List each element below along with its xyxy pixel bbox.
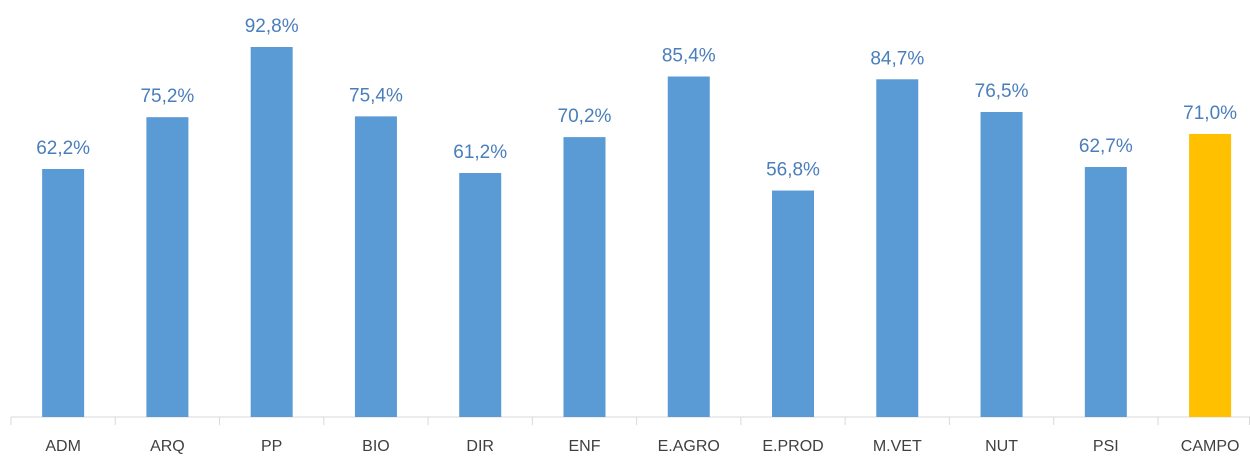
value-label: 92,8% xyxy=(245,16,299,37)
bar xyxy=(354,116,397,417)
value-label: 61,2% xyxy=(453,142,507,163)
bar xyxy=(1189,133,1232,418)
value-label: 85,4% xyxy=(662,46,716,67)
x-tick-label: BIO xyxy=(362,438,390,455)
x-tick-label: DIR xyxy=(466,438,494,455)
value-label: 75,4% xyxy=(349,85,403,106)
bar xyxy=(1084,167,1127,417)
x-tick-label: M.VET xyxy=(873,438,922,455)
bar xyxy=(250,47,293,417)
value-label: 71,0% xyxy=(1183,103,1237,124)
bar xyxy=(146,117,189,417)
value-label: 56,8% xyxy=(766,160,820,181)
value-label: 84,7% xyxy=(870,48,924,69)
bar xyxy=(563,137,606,417)
bar xyxy=(42,169,85,417)
value-label: 76,5% xyxy=(975,81,1029,102)
x-tick-label: ARQ xyxy=(150,438,185,455)
bar xyxy=(980,111,1023,417)
value-label: 70,2% xyxy=(558,106,612,127)
x-tick-label: PSI xyxy=(1093,438,1119,455)
x-tick-label: PP xyxy=(261,438,282,455)
x-tick-label: ADM xyxy=(45,438,81,455)
bar xyxy=(772,190,815,417)
value-label: 62,2% xyxy=(36,138,90,159)
x-tick-label: CAMPO xyxy=(1181,438,1240,455)
x-tick-label: E.PROD xyxy=(762,438,823,455)
value-label: 62,7% xyxy=(1079,136,1133,157)
x-tick-label: NUT xyxy=(985,438,1018,455)
bar xyxy=(459,172,502,417)
value-label: 75,2% xyxy=(140,86,194,107)
bar xyxy=(876,79,919,417)
bar xyxy=(667,76,710,418)
x-tick-label: E.AGRO xyxy=(658,438,720,455)
x-tick-label: ENF xyxy=(568,438,600,455)
